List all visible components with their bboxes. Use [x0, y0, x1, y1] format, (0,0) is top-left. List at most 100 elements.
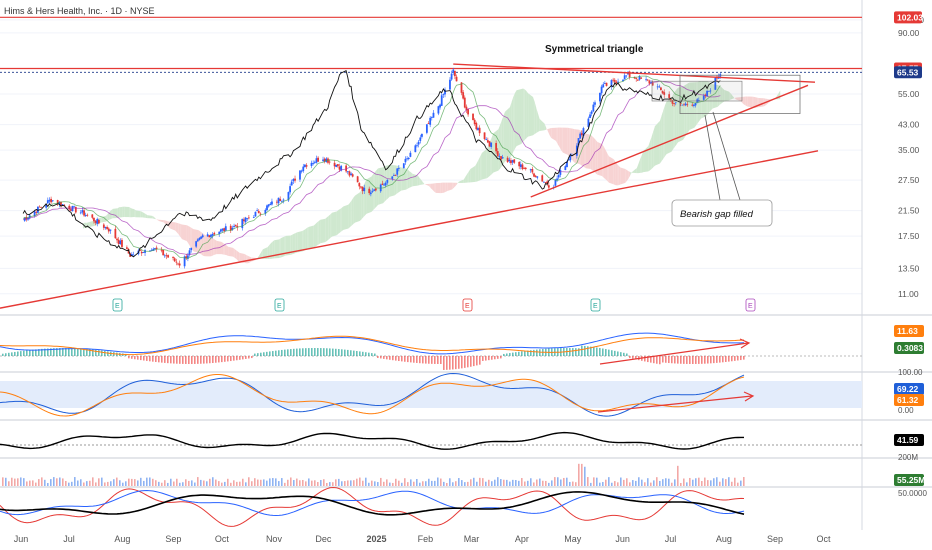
volume-bar	[176, 478, 178, 486]
cloud-segment	[145, 214, 148, 219]
macd-histogram-bar	[302, 348, 304, 356]
cloud-segment	[468, 168, 471, 183]
price-tick-label: 27.50	[898, 175, 920, 185]
cloud-segment	[603, 146, 606, 180]
stoch-k-line	[0, 372, 745, 417]
macd-histogram-bar	[65, 348, 67, 356]
macd-histogram-bar	[308, 348, 310, 356]
volume-bar	[419, 482, 421, 486]
cloud-segment	[641, 150, 644, 173]
volume-bar	[728, 477, 730, 486]
cloud-segment	[561, 127, 563, 153]
volume-bar	[509, 481, 511, 486]
macd-histogram-bar	[368, 352, 370, 356]
volume-bar	[527, 480, 529, 486]
volume-bar	[5, 477, 7, 486]
volume-bar	[254, 478, 256, 486]
macd-histogram-bar	[461, 356, 463, 369]
cloud-segment	[221, 241, 224, 255]
volume-bar	[485, 481, 487, 486]
candle-body	[449, 79, 451, 90]
macd-histogram-bar	[536, 349, 538, 356]
macd-histogram-bar	[233, 356, 235, 361]
candle-body	[465, 106, 468, 111]
macd-histogram-bar	[278, 350, 280, 356]
macd-histogram-bar	[656, 356, 658, 364]
cloud-segment	[330, 212, 332, 239]
candle-body	[94, 220, 97, 223]
macd-histogram-bar	[380, 356, 382, 359]
volume-bar	[623, 479, 625, 486]
candle-body	[140, 251, 143, 254]
cloud-segment	[200, 231, 202, 255]
cloud-segment	[442, 182, 445, 193]
cloud-segment	[361, 186, 364, 220]
volume-bar	[119, 480, 121, 486]
macd-histogram-bar	[590, 346, 592, 356]
cloud-segment	[440, 182, 443, 194]
candle-body	[579, 133, 582, 139]
candle-body	[266, 205, 268, 211]
macd-histogram-bar	[104, 350, 106, 356]
macd-histogram-bar	[299, 348, 301, 356]
volume-bar	[608, 477, 610, 486]
volume-bar	[185, 479, 187, 486]
candle-body	[462, 92, 465, 99]
cloud-segment	[267, 245, 270, 260]
cloud-segment	[663, 105, 665, 159]
cloud-segment	[430, 183, 433, 190]
candle-body	[102, 224, 105, 228]
volume-bar	[536, 479, 538, 486]
candle-body	[218, 231, 221, 235]
macd-histogram-bar	[416, 356, 418, 363]
cloud-segment	[432, 183, 435, 192]
volume-bar	[209, 478, 211, 486]
cloud-segment	[569, 127, 571, 159]
volume-bar	[422, 481, 424, 486]
candle-body	[346, 171, 349, 173]
macd-histogram-bar	[374, 353, 376, 356]
macd-histogram-bar	[2, 353, 4, 356]
volume-bar	[197, 477, 199, 486]
candle-body	[478, 127, 481, 134]
cloud-segment	[481, 148, 487, 180]
macd-histogram-bar	[137, 356, 139, 360]
cloud-segment	[353, 195, 356, 225]
candle-body	[68, 205, 71, 210]
candle-body	[84, 215, 87, 217]
candle-body	[300, 170, 303, 172]
candle-body	[210, 234, 212, 237]
price-tick-label: 35.00	[898, 145, 920, 155]
oscillator-line	[0, 431, 744, 450]
volume-bar	[473, 477, 475, 486]
volume-bar	[95, 482, 97, 486]
callout-box	[671, 199, 773, 227]
volume-bar	[545, 480, 547, 486]
candle-body	[511, 160, 514, 163]
macd-histogram-bar	[524, 350, 526, 356]
panel-value-box	[894, 394, 924, 406]
candle-body	[381, 183, 384, 185]
macd-histogram-bar	[410, 356, 412, 363]
candle-body	[345, 165, 348, 172]
volume-bar	[452, 482, 454, 486]
candle-body	[671, 100, 674, 104]
macd-histogram-bar	[242, 356, 244, 360]
candle-body	[48, 199, 51, 202]
cloud-segment	[570, 128, 573, 161]
cloud-segment	[285, 235, 291, 256]
cloud-segment	[676, 87, 679, 145]
volume-bar	[2, 477, 4, 486]
volume-bar	[347, 480, 349, 486]
macd-histogram-bar	[686, 356, 688, 364]
candle-body	[317, 157, 319, 162]
macd-histogram-bar	[146, 356, 148, 361]
volume-bar	[83, 482, 85, 486]
panel-tick-label: 100.00	[898, 368, 923, 377]
cloud-segment	[758, 98, 764, 108]
macd-histogram-bar	[479, 356, 481, 365]
volume-bar	[716, 477, 718, 486]
volume-bar	[410, 479, 412, 486]
volume-bar	[710, 480, 712, 486]
